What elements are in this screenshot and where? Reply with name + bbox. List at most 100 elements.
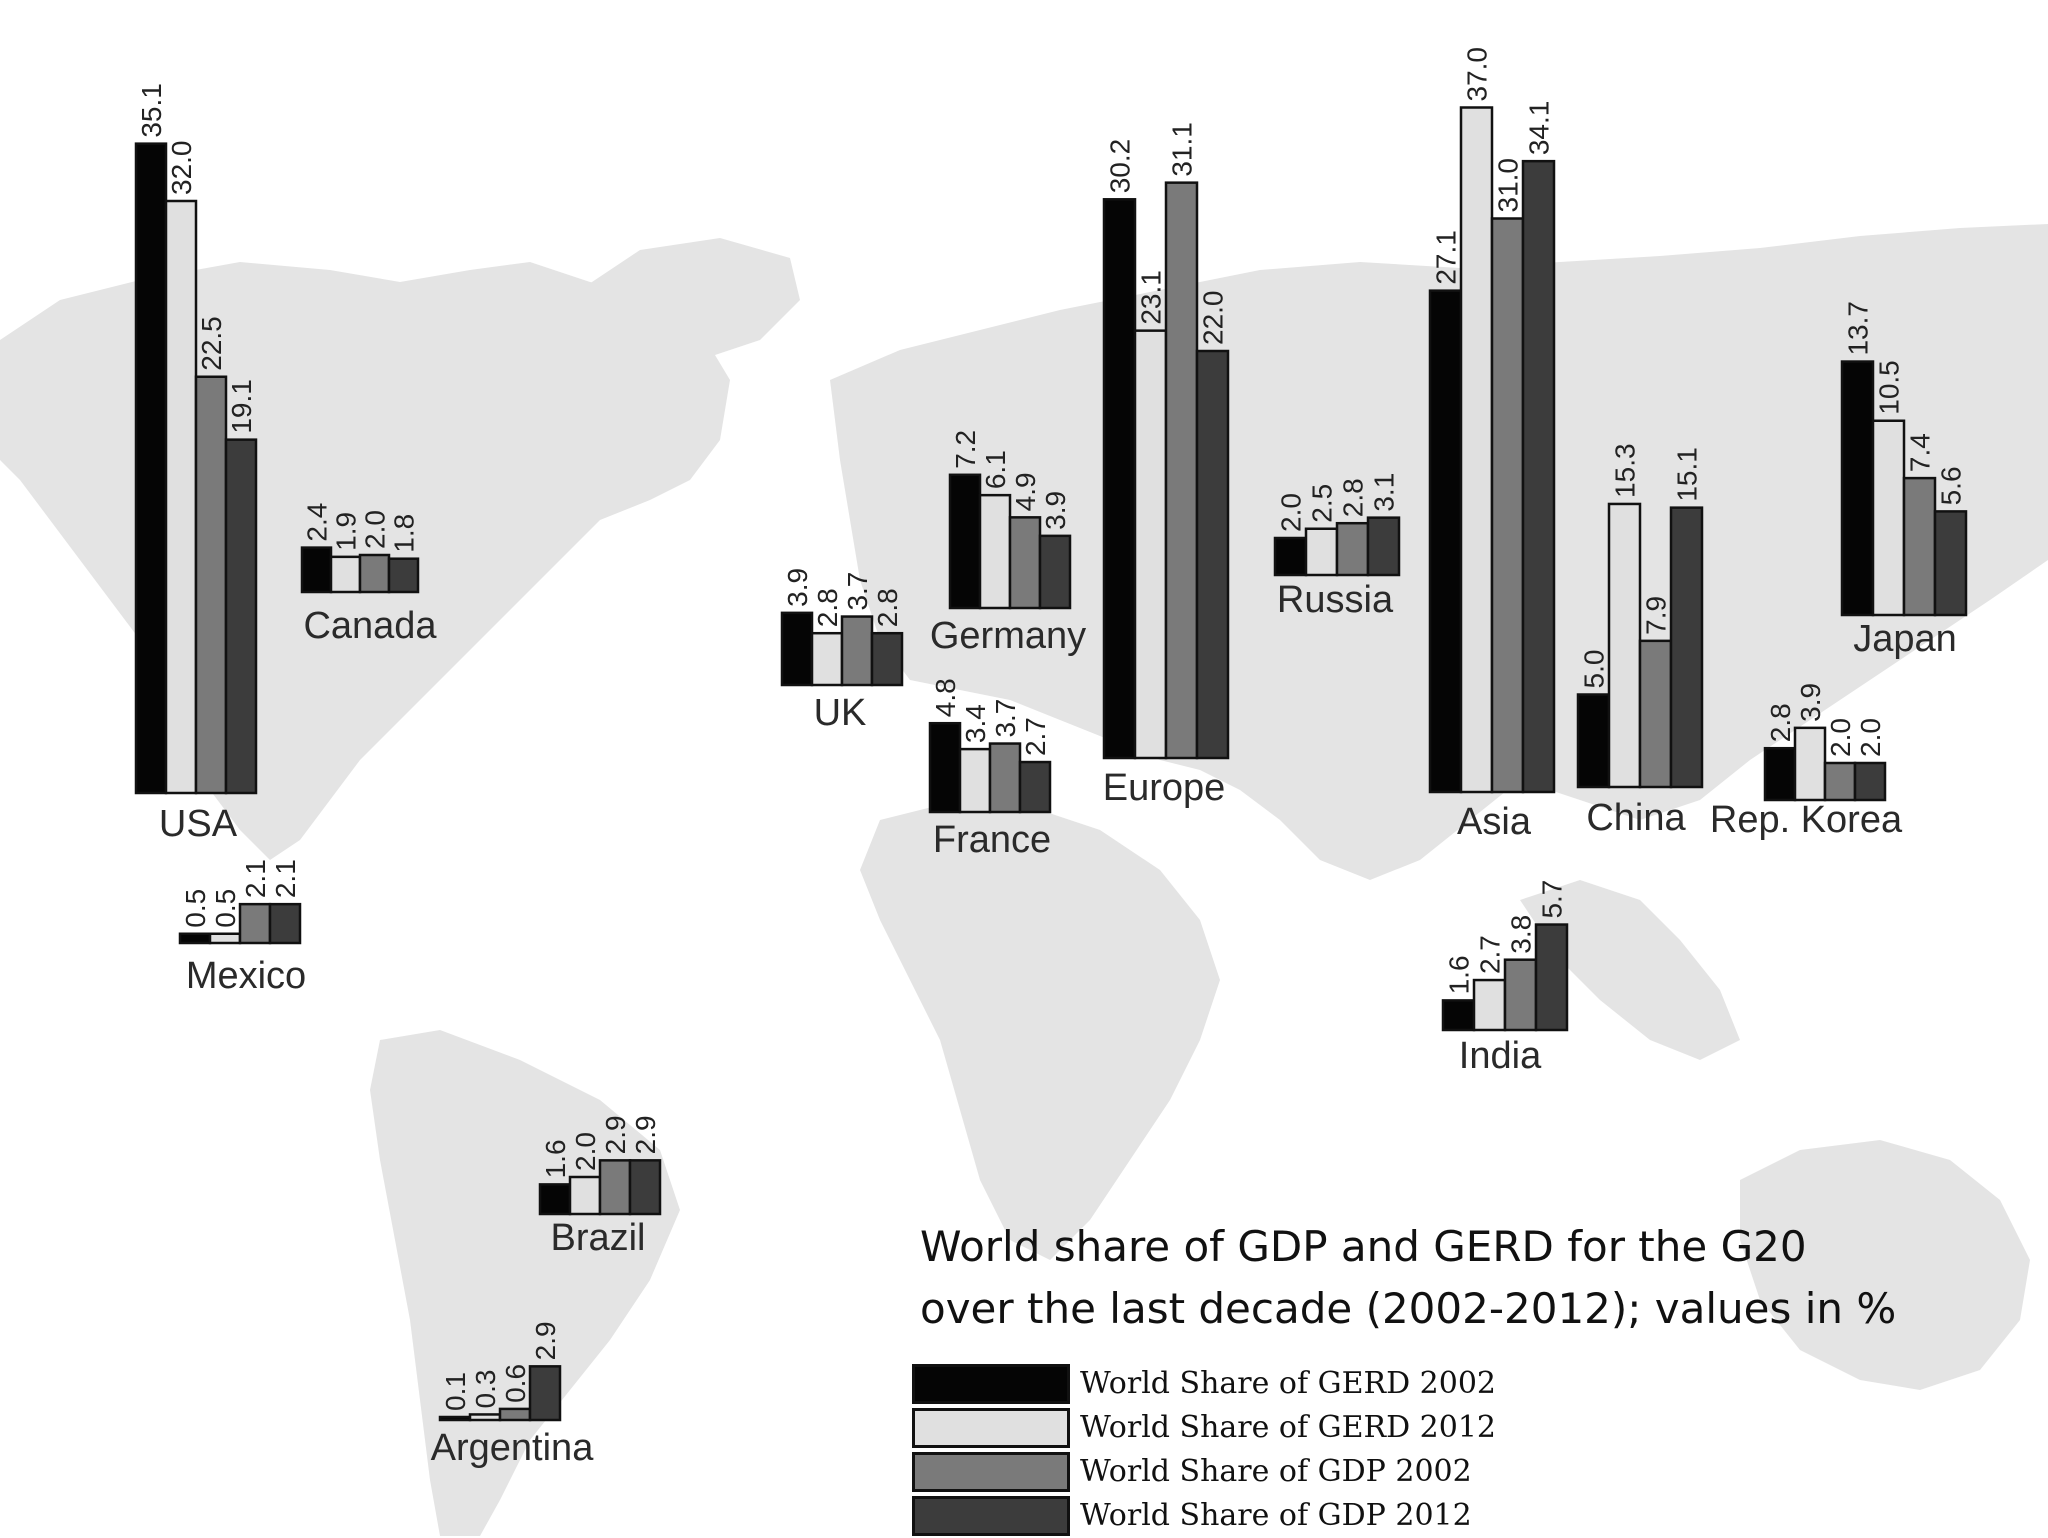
bar-russia-2 bbox=[1335, 521, 1370, 577]
value-label-rep-korea-3: 2.0 bbox=[1855, 718, 1886, 757]
category-label-china: China bbox=[1586, 797, 1686, 839]
category-label-europe: Europe bbox=[1103, 767, 1226, 809]
bar-europe-0 bbox=[1102, 198, 1137, 760]
bar-mexico-1 bbox=[208, 932, 242, 945]
bar-germany-3 bbox=[1038, 534, 1072, 610]
value-label-russia-1: 2.5 bbox=[1307, 484, 1338, 523]
value-label-france-3: 2.7 bbox=[1020, 717, 1051, 756]
bar-usa-1 bbox=[164, 199, 198, 795]
bar-germany-2 bbox=[1008, 516, 1042, 610]
greenland-landmass bbox=[580, 238, 800, 360]
bar-europe-3 bbox=[1195, 349, 1230, 760]
bar-china-1 bbox=[1607, 502, 1642, 789]
value-label-germany-3: 3.9 bbox=[1040, 491, 1071, 530]
southeast-asia-landmass bbox=[1520, 880, 1740, 1060]
caption-line-2: over the last decade (2002-2012); values… bbox=[920, 1284, 1897, 1333]
bar-india-1 bbox=[1472, 978, 1507, 1032]
bar-asia-2 bbox=[1490, 217, 1525, 794]
value-label-brazil-0: 1.6 bbox=[540, 1139, 571, 1178]
value-label-brazil-3: 2.9 bbox=[630, 1115, 661, 1154]
value-label-europe-1: 23.1 bbox=[1136, 270, 1167, 325]
value-label-uk-1: 2.8 bbox=[812, 588, 843, 627]
value-label-brazil-2: 2.9 bbox=[600, 1115, 631, 1154]
bar-china-3 bbox=[1669, 506, 1704, 789]
bar-uk-3 bbox=[870, 631, 904, 687]
bar-japan-3 bbox=[1933, 510, 1968, 617]
bar-france-0 bbox=[928, 721, 962, 814]
value-label-canada-0: 2.4 bbox=[302, 503, 333, 542]
legend-label-gdp-2002: World Share of GDP 2002 bbox=[1080, 1454, 1472, 1489]
value-label-mexico-3: 2.1 bbox=[270, 859, 301, 898]
bar-india-3 bbox=[1534, 923, 1569, 1032]
legend-label-gerd-2012: World Share of GERD 2012 bbox=[1080, 1410, 1497, 1445]
legend-swatch-gdp-2002 bbox=[912, 1452, 1070, 1492]
bar-brazil-3 bbox=[628, 1159, 662, 1216]
value-label-india-1: 2.7 bbox=[1475, 935, 1506, 974]
legend-swatch-gerd-2012 bbox=[912, 1408, 1070, 1448]
value-label-france-1: 3.4 bbox=[960, 704, 991, 743]
bar-japan-2 bbox=[1902, 476, 1937, 617]
bar-mexico-2 bbox=[238, 902, 272, 945]
bar-russia-0 bbox=[1273, 536, 1308, 577]
bar-canada-2 bbox=[358, 553, 391, 594]
category-label-brazil: Brazil bbox=[550, 1217, 645, 1259]
category-label-argentina: Argentina bbox=[431, 1427, 595, 1469]
bar-rep-korea-3 bbox=[1853, 761, 1887, 802]
bar-china-0 bbox=[1576, 693, 1611, 789]
bar-uk-2 bbox=[840, 615, 874, 687]
category-label-asia: Asia bbox=[1457, 801, 1532, 843]
south-america-landmass bbox=[370, 1030, 680, 1536]
bar-rep-korea-0 bbox=[1763, 746, 1797, 802]
bar-rep-korea-1 bbox=[1793, 726, 1827, 802]
bar-argentina-0 bbox=[438, 1415, 472, 1422]
bar-europe-1 bbox=[1133, 329, 1168, 760]
value-label-argentina-0: 0.1 bbox=[440, 1372, 471, 1411]
value-label-europe-3: 22.0 bbox=[1198, 291, 1229, 346]
category-label-france: France bbox=[933, 819, 1051, 861]
value-label-india-0: 1.6 bbox=[1444, 955, 1475, 994]
bar-japan-1 bbox=[1871, 419, 1906, 617]
value-label-japan-1: 10.5 bbox=[1874, 360, 1905, 415]
caption-line-1: World share of GDP and GERD for the G20 bbox=[920, 1222, 1807, 1271]
legend-swatch-gdp-2012 bbox=[912, 1496, 1070, 1536]
category-label-germany: Germany bbox=[930, 615, 1086, 657]
value-label-usa-2: 22.5 bbox=[196, 316, 227, 371]
bar-asia-1 bbox=[1459, 106, 1494, 794]
category-label-uk: UK bbox=[814, 692, 867, 734]
value-label-usa-0: 35.1 bbox=[136, 83, 167, 138]
category-label-russia: Russia bbox=[1277, 579, 1394, 621]
category-label-mexico: Mexico bbox=[186, 955, 306, 997]
value-label-rep-korea-2: 2.0 bbox=[1825, 718, 1856, 757]
value-label-canada-2: 2.0 bbox=[360, 510, 391, 549]
bar-france-2 bbox=[988, 742, 1022, 814]
value-label-russia-2: 2.8 bbox=[1338, 478, 1369, 517]
value-label-mexico-2: 2.1 bbox=[240, 859, 271, 898]
bar-canada-1 bbox=[329, 555, 362, 594]
bar-india-2 bbox=[1503, 958, 1538, 1032]
value-label-argentina-1: 0.3 bbox=[470, 1370, 501, 1409]
value-label-russia-3: 3.1 bbox=[1369, 473, 1400, 512]
category-label-rep-korea: Rep. Korea bbox=[1710, 799, 1903, 841]
value-label-europe-0: 30.2 bbox=[1105, 139, 1136, 194]
value-label-usa-1: 32.0 bbox=[166, 141, 197, 196]
legend-label-gerd-2002: World Share of GERD 2002 bbox=[1080, 1366, 1497, 1401]
value-label-canada-1: 1.9 bbox=[331, 512, 362, 551]
category-label-india: India bbox=[1459, 1035, 1542, 1077]
bar-argentina-2 bbox=[498, 1407, 532, 1422]
value-label-france-2: 3.7 bbox=[990, 699, 1021, 738]
value-label-argentina-2: 0.6 bbox=[500, 1364, 531, 1403]
legend-swatch-gerd-2002 bbox=[912, 1364, 1070, 1404]
value-label-brazil-1: 2.0 bbox=[570, 1132, 601, 1171]
bar-canada-3 bbox=[387, 557, 420, 594]
value-label-germany-1: 6.1 bbox=[980, 450, 1011, 489]
value-label-japan-3: 5.6 bbox=[1936, 466, 1967, 505]
bar-india-0 bbox=[1441, 999, 1476, 1032]
value-label-asia-3: 34.1 bbox=[1524, 101, 1555, 156]
value-label-japan-0: 13.7 bbox=[1843, 301, 1874, 356]
value-label-uk-0: 3.9 bbox=[782, 568, 813, 607]
australia-landmass bbox=[1740, 1140, 2030, 1390]
bar-japan-0 bbox=[1840, 360, 1875, 617]
bar-mexico-3 bbox=[268, 902, 302, 945]
bar-canada-0 bbox=[300, 546, 333, 594]
